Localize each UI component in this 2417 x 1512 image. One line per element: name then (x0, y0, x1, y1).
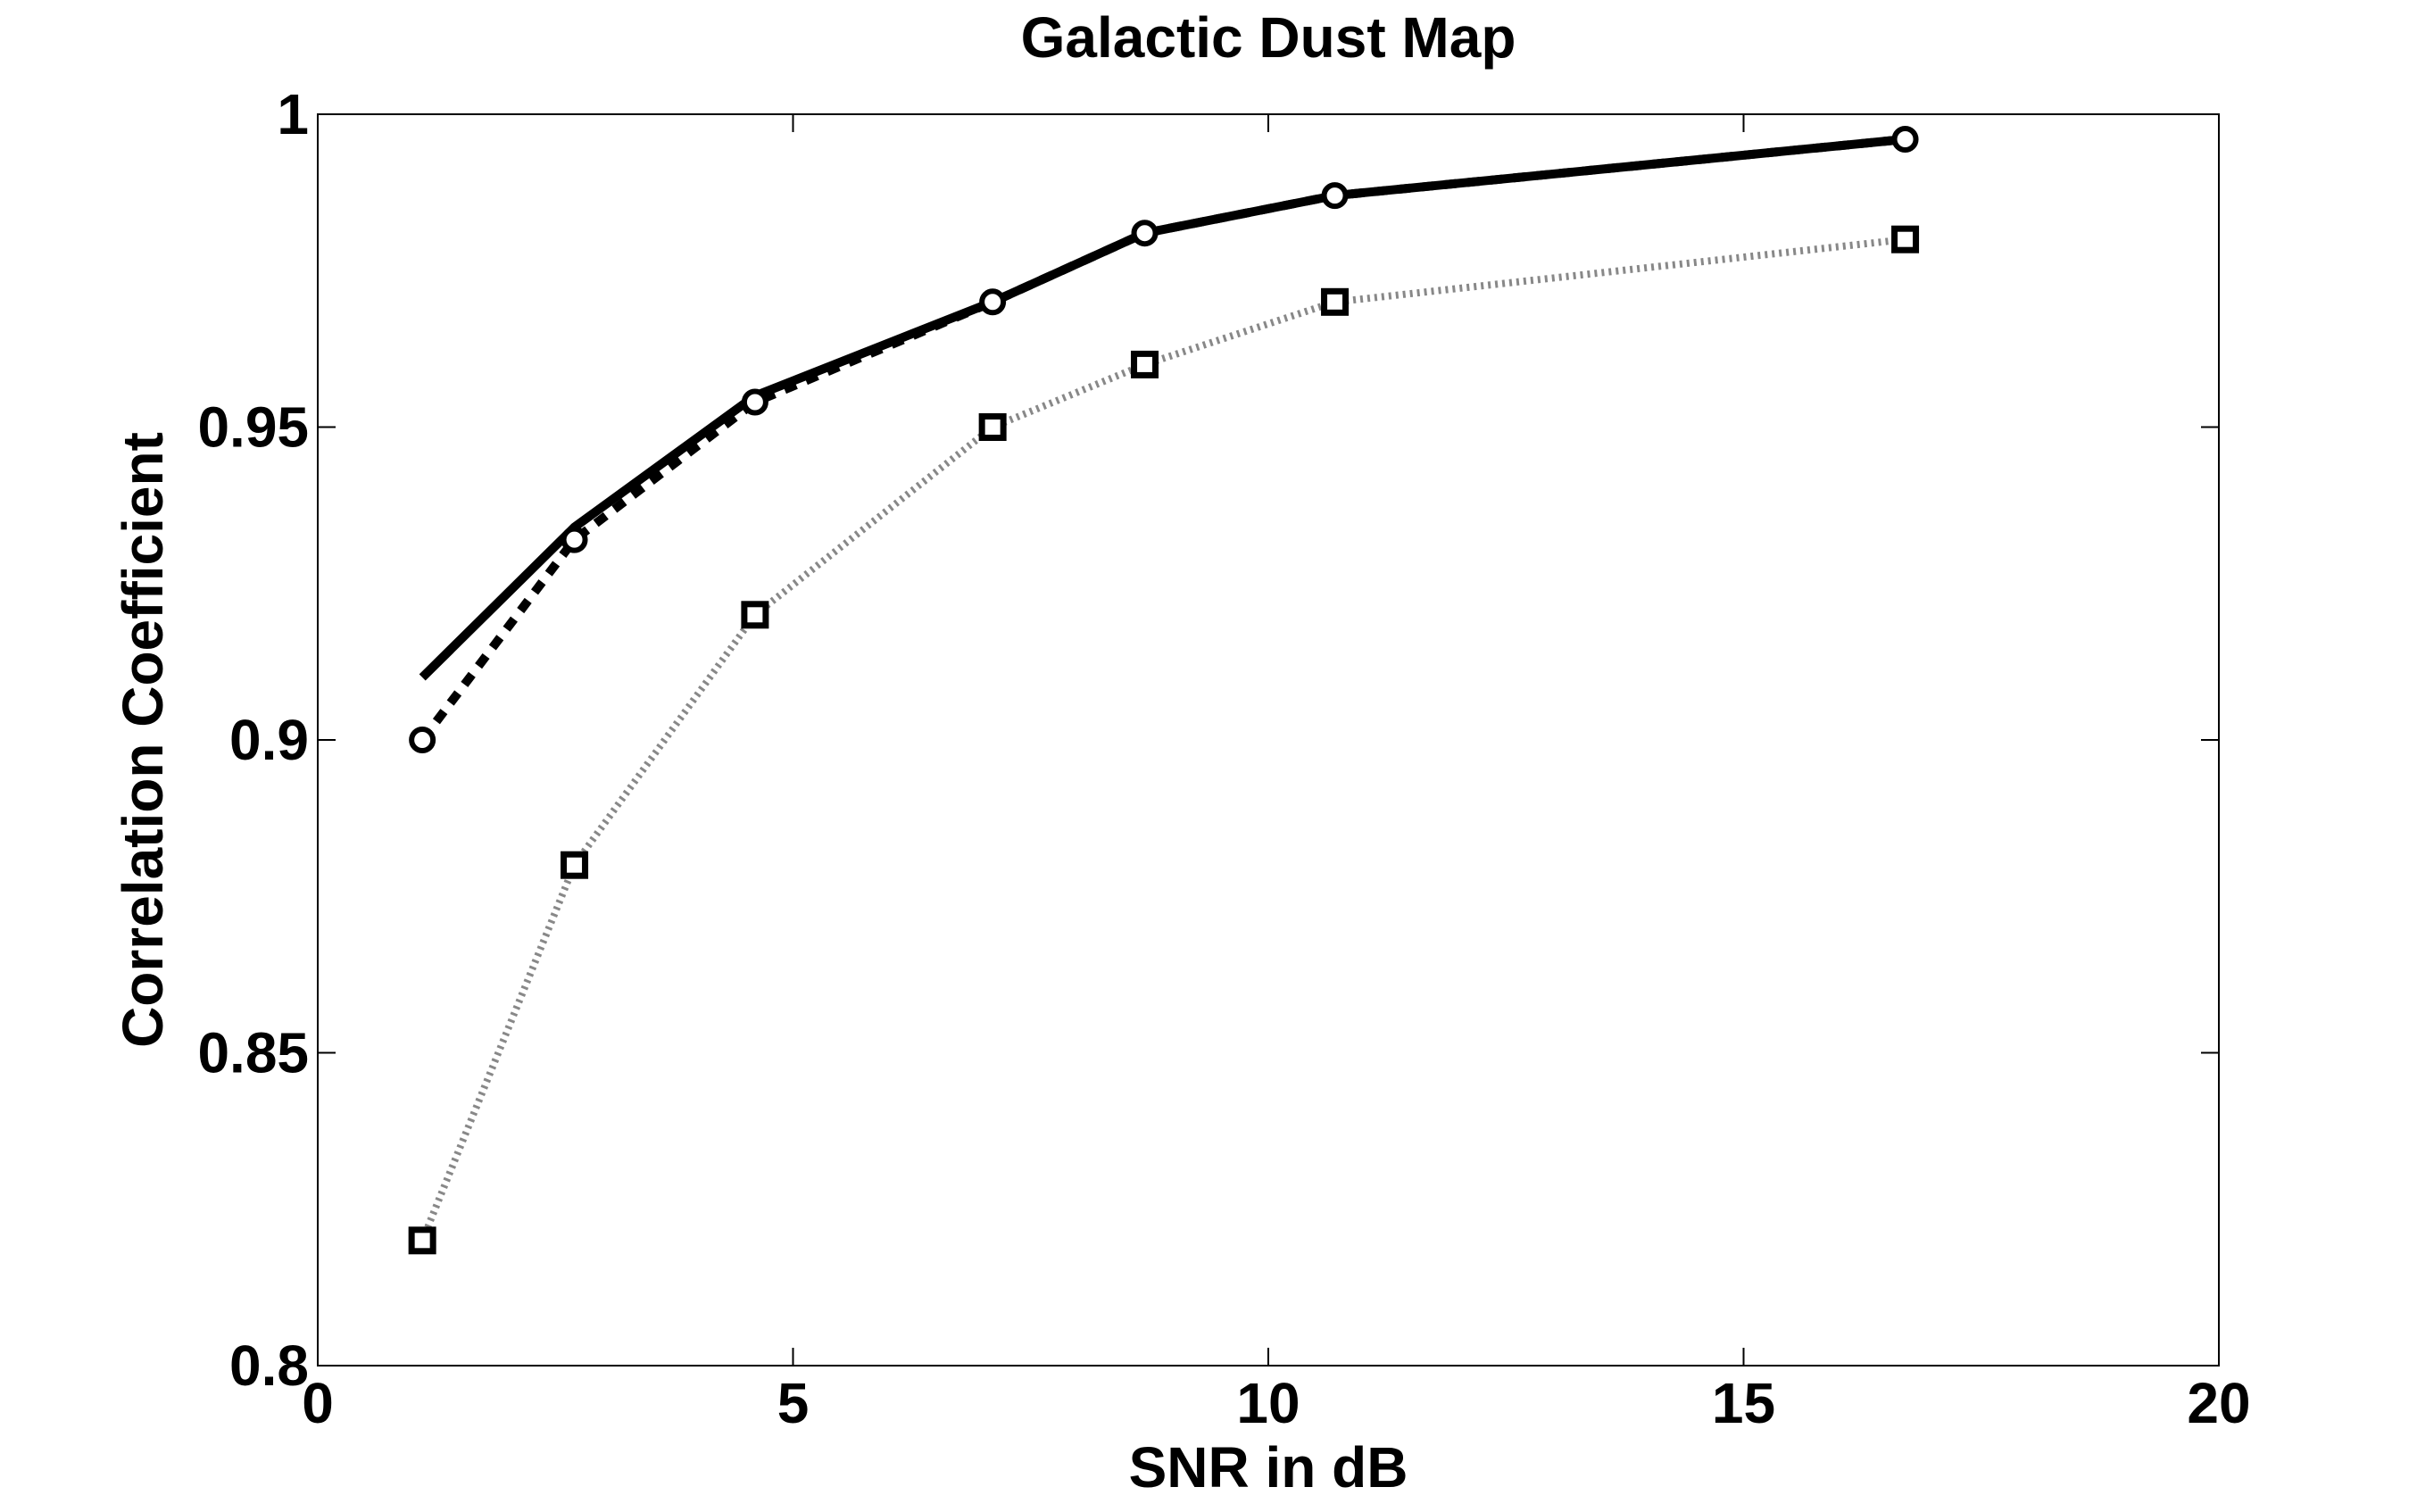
circle-marker (1891, 126, 1919, 154)
circle-marker (561, 526, 588, 553)
square-marker (1321, 287, 1350, 316)
y-tick-label: 0.95 (197, 395, 309, 460)
circle-marker (741, 388, 768, 416)
circle-marker (1321, 182, 1349, 210)
x-tick-label: 20 (2187, 1371, 2250, 1435)
axis-ticks (317, 113, 2220, 1367)
y-tick-label: 0.85 (197, 1021, 309, 1085)
square-marker (408, 1226, 436, 1255)
x-tick-label: 10 (1236, 1371, 1300, 1435)
x-tick-label: 5 (777, 1371, 810, 1435)
square-marker (561, 851, 589, 879)
circle-marker (979, 288, 1007, 316)
square-marker (741, 601, 769, 629)
y-tick-label: 0.8 (229, 1333, 309, 1398)
y-axis-label: Correlation Coefficient (111, 432, 175, 1048)
x-tick-label: 15 (1712, 1371, 1775, 1435)
square-marker (1131, 350, 1159, 378)
square-marker (978, 413, 1007, 441)
circle-marker (409, 727, 436, 753)
tick-labels: 0 5 10 15 20 0.8 0.85 0.9 0.95 1 (197, 82, 2250, 1435)
x-tick-label: 0 (302, 1371, 334, 1435)
x-axis-label: SNR in dB (1129, 1435, 1408, 1500)
circle-marker (1131, 220, 1159, 247)
square-marker (1891, 225, 1920, 253)
y-tick-label: 1 (277, 82, 309, 146)
y-tick-label: 0.9 (229, 708, 309, 772)
chart-title: Galactic Dust Map (1021, 5, 1516, 70)
marker-layer (408, 126, 1920, 1255)
plot-area (317, 113, 2220, 1367)
